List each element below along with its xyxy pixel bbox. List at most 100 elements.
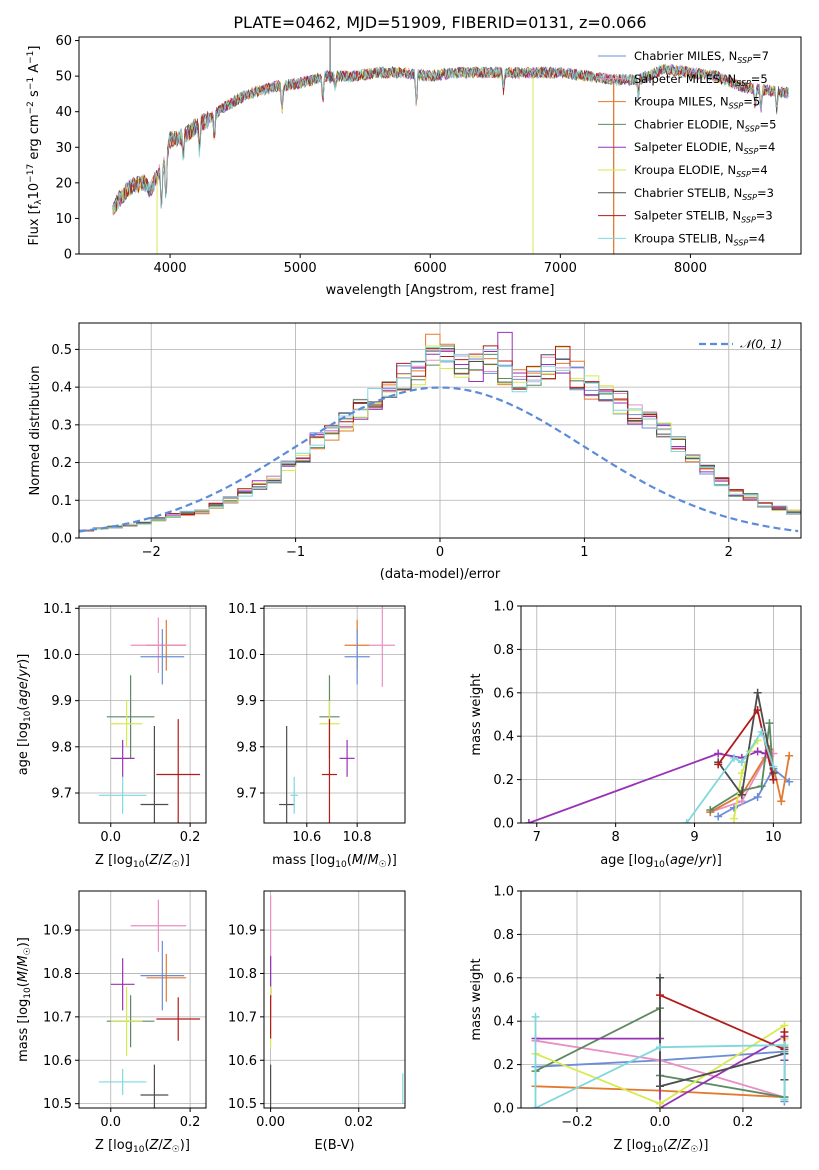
legend-label: 𝒩(0, 1): [740, 337, 782, 351]
weight-marker: [524, 819, 533, 823]
weight-marker: [682, 819, 691, 823]
x-tick-label: 0.2: [180, 830, 201, 845]
y-tick-label: 9.7: [236, 786, 257, 801]
y-tick-label: 0.2: [51, 456, 72, 471]
legend-label: Chabrier STELIB, NSSP=3: [634, 186, 774, 202]
y-tick-label: 10.6: [43, 1054, 72, 1069]
axes-frame: [520, 890, 802, 1109]
x-axis-label: mass [log10(M/M☉)]: [272, 853, 397, 870]
panel-3: 10.6 10.8 9.7 9.8 9.9 10.0 10.1 mass [log10(M/M…: [228, 602, 406, 870]
axes-frame: [78, 890, 207, 1109]
y-tick-label: 0.1: [51, 494, 72, 509]
y-tick-label: 0.2: [493, 1058, 514, 1073]
x-tick-label: 9: [690, 830, 698, 845]
y-tick-label: 10.0: [43, 648, 72, 663]
y-tick-label: 0.3: [51, 418, 72, 433]
weight-marker: [777, 797, 786, 806]
panel-2: 0.0 0.2 9.7 9.8 9.9 10.0 10.1 Z [log10(Z/Z☉)] ag…: [16, 602, 207, 870]
weight-marker: [714, 812, 723, 821]
weight-marker: [769, 775, 778, 784]
weight-marker: [655, 1082, 664, 1091]
x-tick-label: 0.0: [650, 1115, 671, 1130]
weight-marker: [780, 1041, 789, 1050]
legend-label: Salpeter STELIB, NSSP=3: [634, 209, 773, 225]
weight-marker: [714, 749, 723, 758]
y-tick-label: 0.4: [51, 381, 72, 396]
y-tick-label: 0.5: [51, 343, 72, 358]
x-tick-label: 0.0: [100, 1115, 121, 1130]
y-tick-label: 10: [55, 212, 72, 227]
x-tick-label: −1: [286, 545, 305, 560]
y-tick-label: 10.1: [43, 602, 72, 617]
y-tick-label: 60: [55, 34, 72, 49]
y-tick-label: 9.9: [51, 694, 72, 709]
normal-curve: [79, 386, 799, 533]
x-tick-label: 4000: [154, 261, 187, 276]
x-tick-label: 10: [765, 830, 782, 845]
y-tick-label: 10.7: [228, 1010, 257, 1025]
y-tick-label: 1.0: [493, 885, 514, 900]
panel-4: 7 8 9 10 0.0 0.2 0.4 0.6 0.8 1.0 age [log10(age/yr…: [469, 600, 802, 870]
weight-line: [659, 994, 786, 1051]
weight-marker: [655, 1043, 664, 1052]
x-tick-label: 6000: [414, 261, 447, 276]
x-tick-label: −0.2: [561, 1115, 593, 1130]
weight-marker: [729, 814, 738, 823]
y-tick-label: 10.1: [228, 602, 257, 617]
weight-marker: [714, 760, 723, 769]
y-tick-label: 0.8: [493, 643, 514, 658]
x-axis-label: Z [log10(Z/Z☉)]: [95, 853, 190, 870]
x-tick-label: 10.8: [343, 830, 372, 845]
x-axis-label: Z [log10(Z/Z☉)]: [95, 1138, 190, 1155]
x-tick-label: 0.0: [100, 830, 121, 845]
weight-marker: [753, 792, 762, 801]
weight-marker: [655, 973, 664, 982]
panel-5: 0.0 0.2 10.5 10.6 10.7 10.8 10.9 Z [log10(Z/Z☉)…: [16, 890, 207, 1155]
weight-marker: [655, 991, 664, 1000]
panel-0: 4000 5000 6000 7000 8000 0 10 20 30 40 50 60 PLATE=0…: [26, 13, 802, 298]
weight-marker: [753, 688, 762, 697]
weight-marker: [737, 758, 746, 767]
weight-marker: [753, 706, 762, 715]
y-tick-label: 50: [55, 70, 72, 85]
weight-marker: [729, 753, 738, 762]
panel-6: 0.00 0.02 10.5 10.6 10.7 10.8 10.9 E(B-V): [228, 890, 406, 1153]
weight-marker: [706, 805, 715, 814]
y-tick-label: 1.0: [493, 600, 514, 615]
axes-frame: [78, 322, 802, 539]
weight-marker: [655, 1099, 664, 1108]
legend-label: Salpeter MILES, NSSP=5: [634, 72, 768, 88]
y-axis-label: mass weight: [469, 673, 484, 755]
y-tick-label: 40: [55, 105, 72, 120]
axes-frame: [78, 36, 802, 255]
y-axis-label: Normed distribution: [28, 366, 43, 496]
legend-label: Kroupa STELIB, NSSP=4: [634, 231, 765, 247]
panel-1: −2 −1 0 1 2 0.0 0.1 0.2 0.3 0.4 0.5 (data-model)/er…: [28, 322, 802, 582]
y-tick-label: 0.4: [493, 730, 514, 745]
x-tick-label: 0.02: [344, 1115, 373, 1130]
panel-7: −0.2 0.0 0.2 0.0 0.2 0.4 0.6 0.8 1.0 Z [log10(Z/Z…: [469, 885, 802, 1155]
weight-marker: [785, 777, 794, 786]
y-tick-label: 10.5: [228, 1097, 257, 1112]
x-tick-label: 5000: [284, 261, 317, 276]
y-tick-label: 0.0: [493, 1102, 514, 1117]
histogram-step: [79, 345, 801, 531]
x-tick-label: 1: [580, 545, 588, 560]
y-axis-label: age [log10(age/yr)]: [16, 654, 33, 776]
axes-frame: [520, 605, 802, 824]
y-axis-label: mass [log10(M/M☉)]: [16, 937, 33, 1062]
y-tick-label: 10.8: [228, 967, 257, 982]
legend-label: Chabrier MILES, NSSP=7: [634, 49, 769, 65]
y-tick-label: 9.8: [51, 740, 72, 755]
x-axis-label: Z [log10(Z/Z☉)]: [614, 1138, 709, 1155]
y-tick-label: 10.6: [228, 1054, 257, 1069]
y-tick-label: 0.8: [493, 928, 514, 943]
x-axis-label: wavelength [Angstrom, rest frame]: [326, 283, 555, 298]
histogram-step: [79, 345, 801, 532]
weight-marker: [785, 751, 794, 760]
y-axis-label: Flux [fλ10−17 erg cm−2 s−1 A−1]: [26, 46, 44, 246]
y-tick-label: 10.8: [43, 967, 72, 982]
y-tick-label: 10.7: [43, 1010, 72, 1025]
y-tick-label: 0.4: [493, 1015, 514, 1030]
